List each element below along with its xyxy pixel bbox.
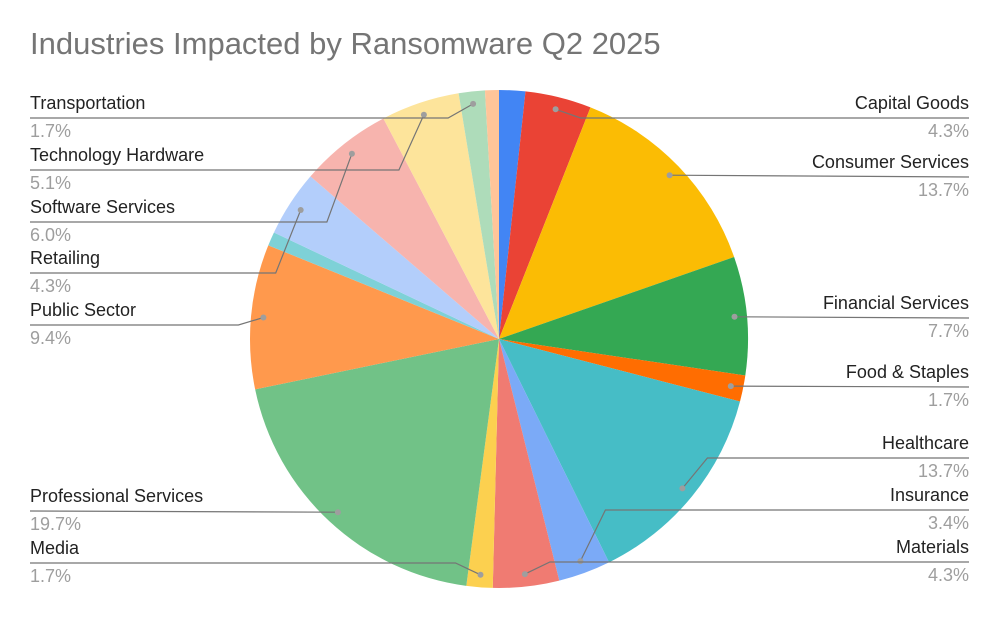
slice-label-transportation: Transportation: [30, 93, 145, 113]
pie-slice-financial-services: [499, 257, 748, 376]
leader-dot-transportation: [470, 100, 477, 107]
pie-slice-food-and-staples: [499, 339, 746, 402]
pie-slice-real-estate: [268, 232, 499, 339]
leader-dot-professional-services: [334, 509, 341, 516]
slice-label-food-and-staples: Food & Staples: [846, 362, 969, 382]
leader-line-capital-goods: [555, 108, 969, 119]
pie-slice-public-sector: [249, 245, 499, 390]
slice-label-technology-hardware: Technology Hardware: [30, 145, 204, 165]
slice-label-financial-services: Financial Services: [823, 293, 969, 313]
slice-label-retailing: Retailing: [30, 248, 100, 268]
slice-value-capital-goods: 4.3%: [928, 121, 969, 141]
slice-label-materials: Materials: [896, 537, 969, 557]
pie-slice-other: [484, 90, 499, 339]
pie-slices: [249, 90, 748, 588]
leader-dot-retailing: [297, 207, 304, 213]
pie-slice-software-services: [310, 118, 499, 339]
slice-label-media: Media: [30, 538, 80, 558]
slice-value-retailing: 4.3%: [30, 276, 71, 296]
leader-line-public-sector: [30, 316, 264, 326]
slice-value-financial-services: 7.7%: [928, 321, 969, 341]
slice-label-healthcare: Healthcare: [882, 433, 969, 453]
leader-dot-food-and-staples: [727, 383, 734, 390]
slice-value-media: 1.7%: [30, 566, 71, 586]
pie-slice-professional-services: [255, 339, 499, 586]
leader-dot-media: [477, 571, 484, 578]
slice-value-healthcare: 13.7%: [918, 461, 969, 481]
leader-dot-materials: [521, 571, 528, 578]
leader-line-insurance: [579, 509, 969, 562]
slice-label-insurance: Insurance: [890, 485, 969, 505]
slice-label-consumer-services: Consumer Services: [812, 152, 969, 172]
leader-dot-technology-hardware: [420, 111, 427, 118]
leader-line-transportation: [30, 103, 474, 119]
pie-slice-technology-hardware: [383, 93, 499, 339]
pie-slice-consumer-services: [499, 107, 735, 339]
leader-dot-healthcare: [679, 485, 686, 492]
leader-dot-public-sector: [260, 314, 267, 321]
slice-value-public-sector: 9.4%: [30, 328, 71, 348]
leader-line-materials: [524, 561, 969, 575]
slice-value-consumer-services: 13.7%: [918, 180, 969, 200]
leader-dot-financial-services: [731, 313, 738, 320]
pie-slice-media: [466, 339, 499, 588]
leader-line-financial-services: [734, 316, 970, 319]
slice-value-food-and-staples: 1.7%: [928, 390, 969, 410]
leader-line-healthcare: [681, 457, 969, 489]
slice-value-transportation: 1.7%: [30, 121, 71, 141]
leader-line-software-services: [30, 153, 353, 223]
leader-line-technology-hardware: [30, 114, 425, 171]
leader-line-retailing: [30, 209, 302, 274]
leader-line-consumer-services: [669, 174, 970, 178]
slice-label-software-services: Software Services: [30, 197, 175, 217]
leader-dot-software-services: [348, 150, 355, 157]
pie-slice-healthcare: [499, 339, 741, 563]
pie-slice-materials: [492, 339, 560, 588]
leader-dot-capital-goods: [552, 106, 559, 113]
slice-value-materials: 4.3%: [928, 565, 969, 585]
leader-dot-consumer-services: [666, 172, 673, 179]
chart-title: Industries Impacted by Ransomware Q2 202…: [30, 26, 661, 61]
pie-slice-capital-goods: [499, 91, 591, 339]
leader-line-food-and-staples: [730, 385, 970, 388]
leader-line-media: [30, 562, 481, 576]
slice-label-professional-services: Professional Services: [30, 486, 203, 506]
slice-value-software-services: 6.0%: [30, 225, 71, 245]
slice-labels: Capital Goods 4.3% Consumer Services 13.7% F…: [30, 93, 969, 586]
slice-label-capital-goods: Capital Goods: [855, 93, 969, 113]
pie-slice-retailing: [273, 176, 499, 339]
leader-line-professional-services: [29, 510, 338, 513]
leader-dot-insurance: [577, 558, 584, 565]
slice-value-insurance: 3.4%: [928, 513, 969, 533]
leader-lines: [29, 100, 970, 578]
pie-slice-transportation: [458, 90, 499, 340]
slice-label-public-sector: Public Sector: [30, 300, 136, 320]
slice-value-professional-services: 19.7%: [30, 514, 81, 534]
pie-slice-insurance: [499, 339, 610, 581]
pie-slice-automobiles-and-components: [499, 90, 526, 339]
slice-value-technology-hardware: 5.1%: [30, 173, 71, 193]
